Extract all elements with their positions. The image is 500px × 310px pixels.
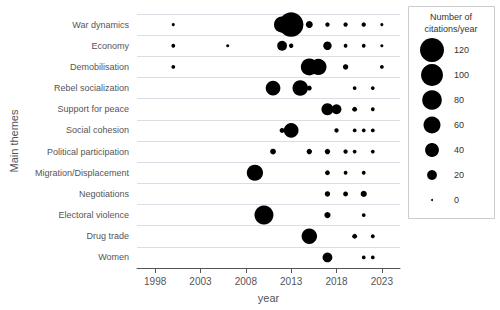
svg-text:Main themes: Main themes bbox=[8, 109, 20, 172]
svg-text:Rebel socialization: Rebel socialization bbox=[54, 83, 129, 93]
svg-text:Support for peace: Support for peace bbox=[57, 104, 129, 114]
svg-text:citations/year: citations/year bbox=[424, 24, 477, 34]
svg-text:Number of: Number of bbox=[430, 12, 473, 22]
svg-text:Electoral violence: Electoral violence bbox=[58, 210, 129, 220]
svg-text:40: 40 bbox=[454, 145, 464, 155]
svg-text:100: 100 bbox=[454, 70, 469, 80]
svg-text:Economy: Economy bbox=[91, 41, 129, 51]
svg-text:Demobilisation: Demobilisation bbox=[70, 62, 129, 72]
svg-text:2018: 2018 bbox=[325, 276, 348, 287]
svg-text:year: year bbox=[258, 292, 280, 304]
svg-text:Migration/Displacement: Migration/Displacement bbox=[35, 168, 130, 178]
svg-text:Social cohesion: Social cohesion bbox=[66, 125, 129, 135]
svg-text:20: 20 bbox=[454, 170, 464, 180]
svg-text:60: 60 bbox=[454, 120, 464, 130]
svg-text:2023: 2023 bbox=[371, 276, 394, 287]
svg-text:Political participation: Political participation bbox=[47, 147, 129, 157]
svg-text:2008: 2008 bbox=[235, 276, 258, 287]
svg-text:2003: 2003 bbox=[189, 276, 212, 287]
svg-text:0: 0 bbox=[454, 195, 459, 205]
svg-text:2013: 2013 bbox=[280, 276, 303, 287]
svg-text:120: 120 bbox=[454, 45, 469, 55]
svg-text:Drug trade: Drug trade bbox=[86, 231, 129, 241]
svg-text:80: 80 bbox=[454, 95, 464, 105]
svg-text:Women: Women bbox=[98, 252, 129, 262]
svg-text:War dynamics: War dynamics bbox=[72, 20, 129, 30]
svg-text:1998: 1998 bbox=[144, 276, 167, 287]
svg-text:Negotiations: Negotiations bbox=[79, 189, 130, 199]
